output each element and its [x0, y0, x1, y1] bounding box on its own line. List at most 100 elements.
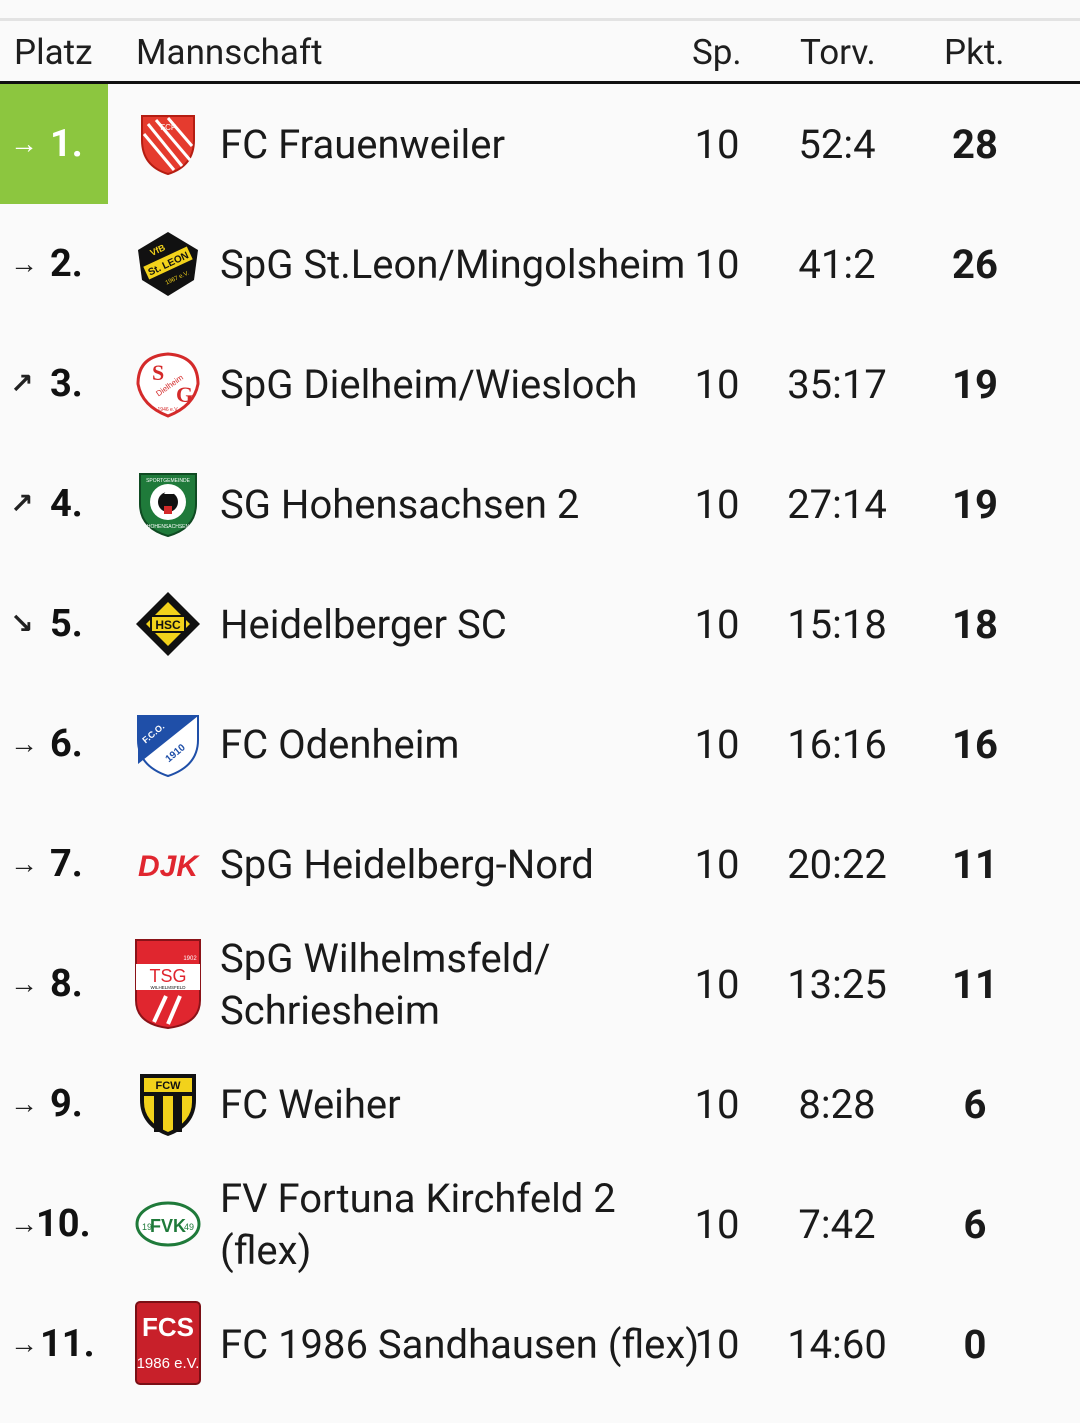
- club-crest-fc-sandhausen-icon: FCS 1986 e.V.: [134, 1300, 202, 1386]
- points: 19: [952, 361, 998, 408]
- rank-cell: → 8.: [0, 924, 108, 1044]
- trend-arrow-right-icon: →: [10, 247, 38, 280]
- svg-text:49: 49: [184, 1222, 194, 1232]
- rank-cell: → 6.: [0, 684, 108, 804]
- rank-number: 3.: [50, 362, 83, 406]
- team-name[interactable]: SpG Dielheim/Wiesloch: [220, 361, 638, 408]
- rank-cell: ↗ 3.: [0, 324, 108, 444]
- games-played: 10: [694, 961, 740, 1008]
- svg-text:FCS: FCS: [142, 1312, 194, 1342]
- goal-ratio: 13:25: [787, 961, 887, 1008]
- team-name-line-2[interactable]: (flex): [220, 1227, 312, 1274]
- team-name[interactable]: SG Hohensachsen 2: [220, 481, 580, 528]
- trend-arrow-right-icon: →: [10, 967, 38, 1000]
- team-name-line-2[interactable]: Schriesheim: [220, 987, 440, 1034]
- team-name[interactable]: Heidelberger SC: [220, 601, 507, 648]
- rank-number: 10.: [36, 1202, 91, 1246]
- rank-number: 2.: [50, 242, 83, 286]
- points: 11: [952, 841, 998, 888]
- svg-text:HSC: HSC: [155, 618, 181, 632]
- team-name-line-1[interactable]: FV Fortuna Kirchfeld 2: [220, 1175, 616, 1222]
- header-mannschaft[interactable]: Mannschaft: [136, 32, 323, 73]
- club-crest-vfb-st-leon-icon: St. LEON VfB 1967 e.V.: [134, 230, 202, 298]
- points: 6: [963, 1081, 987, 1128]
- trend-arrow-up-right-icon: ↗: [10, 367, 34, 400]
- header-spiele[interactable]: Sp.: [692, 32, 742, 73]
- points: 18: [952, 601, 998, 648]
- table-row[interactable]: → 1. FCF FC Frauenweiler 10 52:4 28: [0, 84, 1080, 204]
- header-platz[interactable]: Platz: [14, 32, 93, 73]
- rank-cell: → 1.: [0, 84, 108, 204]
- games-played: 10: [694, 481, 740, 528]
- svg-text:S: S: [152, 360, 164, 385]
- svg-text:19: 19: [142, 1222, 152, 1232]
- rank-cell: → 9.: [0, 1044, 108, 1164]
- table-row[interactable]: ↗ 4. SPORTGEMEINDE HOHENSACHSEN SG Hohen…: [0, 444, 1080, 564]
- rank-number: 1.: [50, 122, 83, 166]
- rank-cell: → 7.: [0, 804, 108, 924]
- games-played: 10: [694, 1321, 740, 1368]
- table-row[interactable]: ↗ 3. S G Dielheim 1946 e.V. SpG Dielheim…: [0, 324, 1080, 444]
- games-played: 10: [694, 1081, 740, 1128]
- team-name[interactable]: FC Weiher: [220, 1081, 401, 1128]
- club-crest-fc-weiher-icon: FCW: [134, 1070, 202, 1138]
- rank-number: 7.: [50, 842, 83, 886]
- trend-arrow-right-icon: →: [10, 127, 38, 160]
- goal-ratio: 16:16: [787, 721, 887, 768]
- header-divider: [0, 81, 1080, 84]
- rank-number: 11.: [40, 1322, 95, 1366]
- team-name[interactable]: FC 1986 Sandhausen (flex): [220, 1321, 700, 1368]
- club-crest-djk-icon: DJK: [134, 830, 202, 898]
- club-crest-sg-hohensachsen-icon: SPORTGEMEINDE HOHENSACHSEN: [134, 470, 202, 538]
- table-row[interactable]: → 11. FCS 1986 e.V. FC 1986 Sandhausen (…: [0, 1284, 1080, 1404]
- svg-text:FCF: FCF: [160, 123, 176, 132]
- rank-number: 9.: [50, 1082, 83, 1126]
- trend-arrow-right-icon: →: [10, 1327, 38, 1360]
- club-crest-tsg-wilhelmsfeld-icon: 1902 TSG WILHELMSFELD: [134, 938, 202, 1030]
- table-row[interactable]: → 8. 1902 TSG WILHELMSFELD SpG Wilhelmsf…: [0, 924, 1080, 1044]
- points: 0: [963, 1321, 987, 1368]
- team-name[interactable]: FC Odenheim: [220, 721, 460, 768]
- points: 19: [952, 481, 998, 528]
- rank-cell: → 2.: [0, 204, 108, 324]
- table-row[interactable]: → 9. FCW FC Weiher 10 8:28 6: [0, 1044, 1080, 1164]
- svg-text:FCW: FCW: [155, 1080, 181, 1092]
- goal-ratio: 52:4: [798, 121, 876, 168]
- table-row[interactable]: → 7. DJK SpG Heidelberg-Nord 10 20:22 11: [0, 804, 1080, 924]
- goal-ratio: 20:22: [787, 841, 887, 888]
- svg-text:1902: 1902: [183, 956, 197, 962]
- svg-text:1986 e.V.: 1986 e.V.: [137, 1355, 200, 1372]
- rank-number: 6.: [50, 722, 83, 766]
- table-row[interactable]: → 6. F.C.O. 1910 FC Odenheim 10 16:16 16: [0, 684, 1080, 804]
- club-crest-heidelberger-sc-icon: HSC: [134, 590, 202, 658]
- table-row[interactable]: ↘ 5. HSC Heidelberger SC 10 15:18 18: [0, 564, 1080, 684]
- trend-arrow-right-icon: →: [10, 1087, 38, 1120]
- club-crest-fc-odenheim-icon: F.C.O. 1910: [134, 710, 202, 778]
- points: 16: [952, 721, 998, 768]
- team-name-line-1[interactable]: SpG Wilhelmsfeld/: [220, 935, 551, 982]
- games-played: 10: [694, 601, 740, 648]
- points: 26: [952, 241, 998, 288]
- svg-text:HOHENSACHSEN: HOHENSACHSEN: [147, 524, 190, 530]
- svg-text:WILHELMSFELD: WILHELMSFELD: [150, 985, 186, 990]
- goal-ratio: 14:60: [787, 1321, 887, 1368]
- team-name[interactable]: SpG St.Leon/Mingolsheim: [220, 241, 686, 288]
- rank-number: 8.: [50, 962, 83, 1006]
- games-played: 10: [694, 241, 740, 288]
- goal-ratio: 35:17: [787, 361, 887, 408]
- games-played: 10: [694, 1201, 740, 1248]
- goal-ratio: 41:2: [798, 241, 876, 288]
- rank-cell: → 11.: [0, 1284, 108, 1404]
- header-torverhaeltnis[interactable]: Torv.: [800, 32, 876, 73]
- team-name[interactable]: FC Frauenweiler: [220, 121, 506, 168]
- header-punkte[interactable]: Pkt.: [944, 32, 1005, 73]
- goal-ratio: 15:18: [787, 601, 887, 648]
- rank-number: 5.: [50, 602, 83, 646]
- games-played: 10: [694, 361, 740, 408]
- table-row[interactable]: → 10. 19 FVK 49 FV Fortuna Kirchfeld 2 (…: [0, 1164, 1080, 1284]
- trend-arrow-right-icon: →: [10, 847, 38, 880]
- table-row[interactable]: → 2. St. LEON VfB 1967 e.V. SpG St.Leon/…: [0, 204, 1080, 324]
- svg-text:FVK: FVK: [150, 1216, 186, 1236]
- team-name[interactable]: SpG Heidelberg-Nord: [220, 841, 594, 888]
- top-divider: [0, 18, 1080, 21]
